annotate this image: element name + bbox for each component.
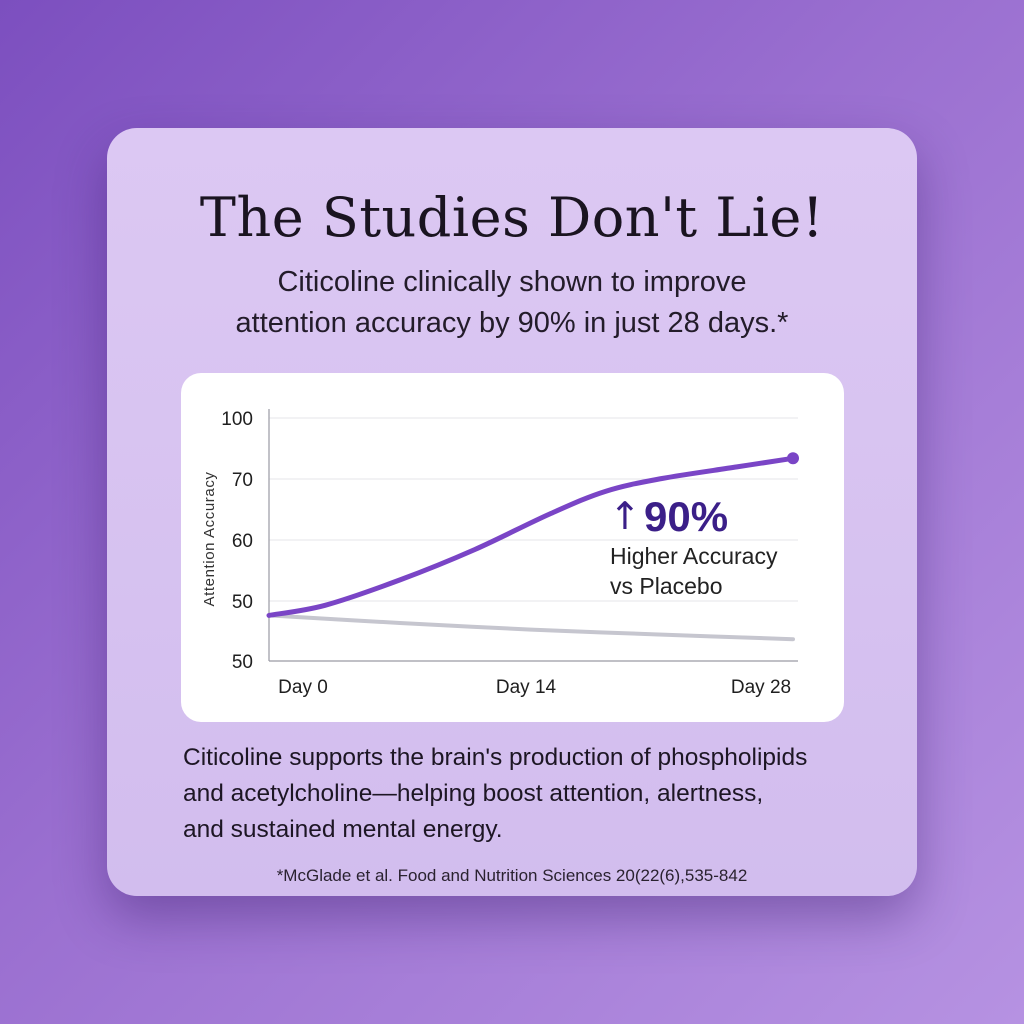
subtitle-line-1: Citicoline clinically shown to improve [277,266,747,298]
body-line-2: and acetylcholine—helping boost attentio… [183,780,764,807]
x-tick-label: Day 14 [496,677,557,698]
y-tick-label: 70 [232,470,253,491]
subtitle-line-2: attention accuracy by 90% in just 28 day… [235,307,789,339]
x-tick-label: Day 0 [278,677,328,698]
citicoline-end-point [787,452,799,465]
placebo-series-line [267,613,795,642]
card-subtitle: Citicoline clinically shown to improve a… [107,262,917,344]
callout-label-line: Higher Accuracy [610,543,778,569]
info-card: The Studies Don't Lie! Citicoline clinic… [107,128,917,896]
y-axis-title: Attention Accuracy [201,471,218,606]
up-arrow-icon: ↑ [609,494,641,538]
callout-value: 90% [644,493,728,540]
body-line-3: and sustained mental energy. [183,816,503,843]
body-line-1: Citicoline supports the brain's producti… [183,744,808,771]
y-tick-label: 50 [232,652,253,673]
y-tick-label: 50 [232,592,253,613]
chart-panel: 100 70 60 50 50 Attention Accuracy Day 0 Day 14… [181,373,844,722]
y-tick-label: 60 [232,531,253,552]
callout-label-line: vs Placebo [610,573,723,599]
body-text: Citicoline supports the brain's producti… [183,740,883,848]
citation-footnote: *McGlade et al. Food and Nutrition Scien… [276,866,748,885]
x-tick-label: Day 28 [731,677,791,698]
y-tick-label: 100 [221,409,253,430]
citicoline-series-line [266,455,796,618]
attention-accuracy-chart: 100 70 60 50 50 Attention Accuracy Day 0 Day 14… [201,409,799,698]
card-title: The Studies Don't Lie! [199,186,825,249]
